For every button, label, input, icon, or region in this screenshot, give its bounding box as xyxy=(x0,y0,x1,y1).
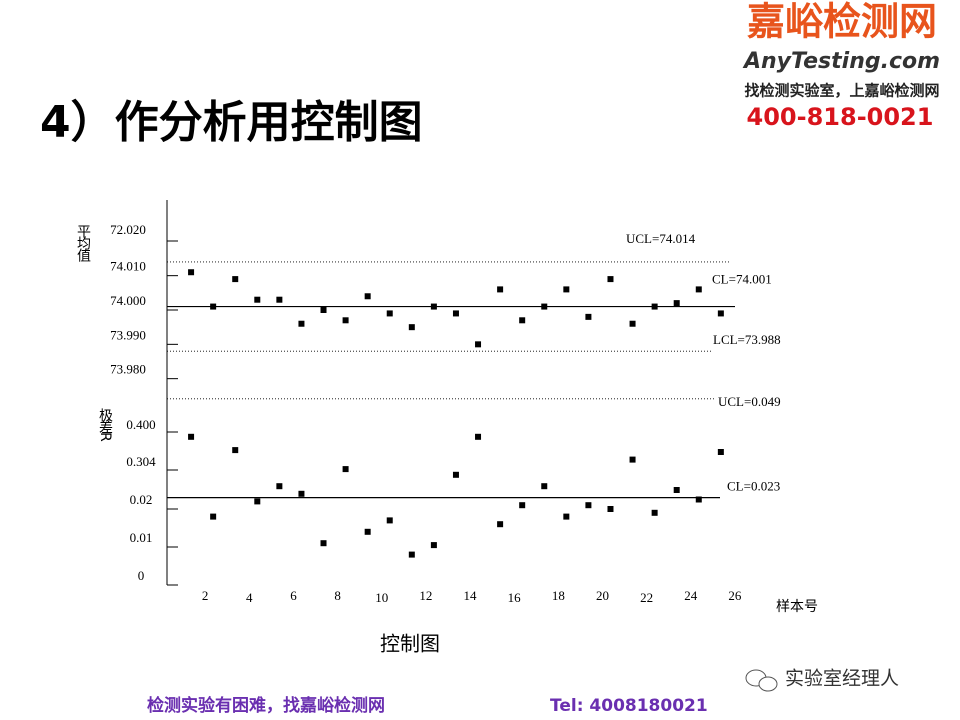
data-point xyxy=(254,296,261,303)
x-tick-label: 10 xyxy=(375,590,388,605)
data-point xyxy=(497,521,504,528)
control-line-label: UCL=0.049 xyxy=(718,394,781,409)
data-point xyxy=(408,324,415,331)
y-tick-label: 73.990 xyxy=(110,327,146,342)
control-line-label: UCL=74.014 xyxy=(626,231,696,246)
data-point xyxy=(254,498,261,505)
data-point xyxy=(673,300,680,307)
footer-text: 检测实验有困难，找嘉峪检测网 xyxy=(147,695,385,716)
data-point xyxy=(629,456,636,463)
data-point xyxy=(188,433,195,440)
data-point xyxy=(386,517,393,524)
data-point xyxy=(408,551,415,558)
data-point xyxy=(452,310,459,317)
x-tick-label: 26 xyxy=(728,588,742,603)
x-tick-label: 24 xyxy=(684,588,698,603)
data-point xyxy=(541,303,548,310)
data-point xyxy=(342,317,349,324)
y-tick-label: 74.000 xyxy=(110,293,146,308)
slide-title: 4）作分析用控制图 xyxy=(40,97,423,148)
y-tick-label: 0.304 xyxy=(126,454,156,469)
x-tick-label: 20 xyxy=(596,588,609,603)
data-point xyxy=(298,490,305,497)
y-tick-label: 73.980 xyxy=(110,362,146,377)
data-point xyxy=(475,341,482,348)
data-point xyxy=(188,269,195,276)
x-tick-label: 18 xyxy=(552,588,565,603)
x-tick-label: 16 xyxy=(508,590,522,605)
x-tick-label: 8 xyxy=(334,588,341,603)
data-point xyxy=(364,293,371,300)
data-point xyxy=(541,483,548,490)
x-tick-label: 4 xyxy=(246,590,253,605)
data-point xyxy=(629,320,636,327)
data-point xyxy=(276,483,283,490)
logo-site: AnyTesting.com xyxy=(742,49,940,74)
data-point xyxy=(320,540,327,547)
data-point xyxy=(475,433,482,440)
data-point xyxy=(695,286,702,293)
data-point xyxy=(298,320,305,327)
data-point xyxy=(563,513,570,520)
control-line-label: CL=0.023 xyxy=(727,479,780,494)
x-axis-label: 样本号 xyxy=(776,599,818,615)
y-axis-label: 极差R xyxy=(97,408,113,440)
x-tick-label: 6 xyxy=(290,588,297,603)
y-tick-label: 0.02 xyxy=(130,492,153,507)
logo-name: 嘉峪检测网 xyxy=(747,0,937,44)
data-point xyxy=(210,303,217,310)
control-line-label: LCL=73.988 xyxy=(713,332,781,347)
y-axis-label: 平均值 xyxy=(75,224,91,260)
data-point xyxy=(210,513,217,520)
x-tick-label: 2 xyxy=(202,588,209,603)
data-point xyxy=(452,471,459,478)
x-tick-label: 12 xyxy=(419,588,432,603)
data-point xyxy=(651,303,658,310)
y-tick-label: 0 xyxy=(138,568,145,583)
watermark: 实验室经理人 xyxy=(785,668,899,690)
data-point xyxy=(563,286,570,293)
data-point xyxy=(673,487,680,493)
data-point xyxy=(386,310,393,317)
data-point xyxy=(651,509,658,516)
x-tick-label: 22 xyxy=(640,590,653,605)
data-point xyxy=(607,506,614,512)
y-tick-label: 74.010 xyxy=(110,259,146,274)
data-point xyxy=(717,310,724,317)
data-point xyxy=(519,502,526,509)
logo-phone: 400-818-0021 xyxy=(747,103,934,131)
data-point xyxy=(607,276,614,283)
footer-tel: Tel: 4008180021 xyxy=(550,696,708,716)
data-point xyxy=(276,296,283,303)
y-tick-label: 0.400 xyxy=(126,417,155,432)
data-point xyxy=(585,502,592,509)
data-point xyxy=(320,307,327,313)
wechat-icon xyxy=(745,669,778,692)
y-tick-label: 0.01 xyxy=(130,530,153,545)
logo-slogan: 找检测实验室，上嘉峪检测网 xyxy=(744,82,939,100)
data-point xyxy=(342,466,349,473)
data-point xyxy=(497,286,504,293)
data-point xyxy=(519,317,526,324)
x-tick-label: 14 xyxy=(464,588,478,603)
control-line-label: CL=74.001 xyxy=(712,272,772,287)
caption: 控制图 xyxy=(380,632,440,656)
y-tick-label: 72.020 xyxy=(110,222,146,237)
data-point xyxy=(232,447,239,454)
data-point xyxy=(430,303,437,310)
data-point xyxy=(232,276,239,283)
data-point xyxy=(695,496,702,503)
data-point xyxy=(430,542,437,549)
data-point xyxy=(364,528,371,535)
data-point xyxy=(717,449,724,455)
data-point xyxy=(585,313,592,320)
